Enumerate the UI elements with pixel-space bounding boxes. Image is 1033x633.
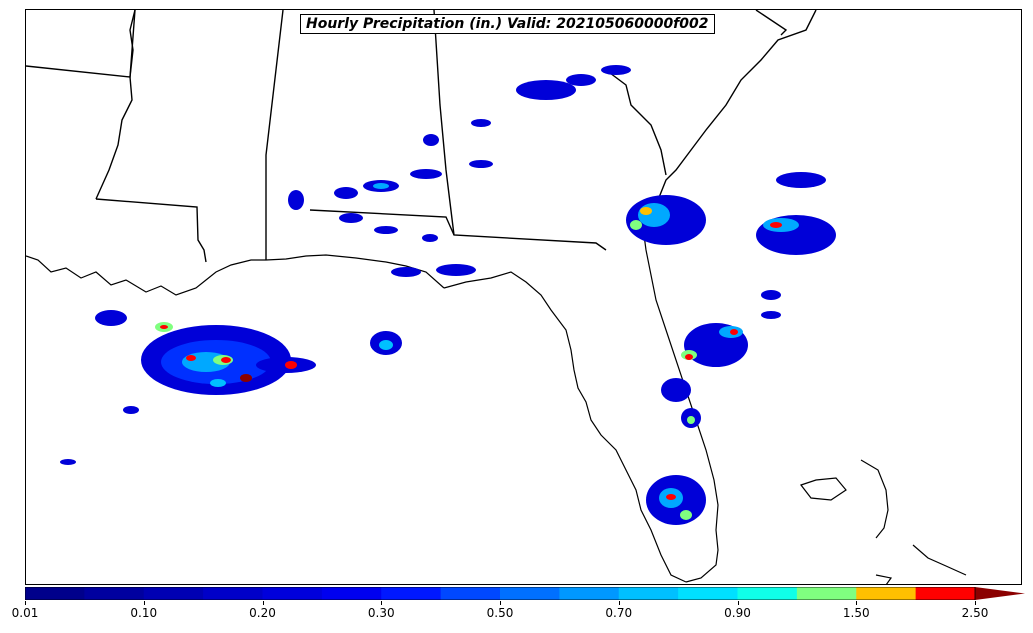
colorbar-tick-label: 0.30 [367, 606, 395, 620]
colorbar-tick [143, 601, 145, 605]
colorbar-tick [25, 601, 26, 605]
precipitation-cells [60, 65, 836, 525]
colorbar-segment [25, 587, 85, 600]
precipitation-map [26, 10, 967, 584]
colorbar-extend-arrow [975, 587, 1025, 600]
colorbar-tick-label: 0.50 [486, 606, 514, 620]
colorbar-segment [84, 587, 145, 600]
colorbar-segment [796, 587, 857, 600]
colorbar-frame [25, 587, 976, 600]
colorbar-tick [975, 601, 976, 605]
colorbar-segments [25, 587, 976, 600]
colorbar-tick-label: 0.10 [130, 606, 158, 620]
colorbar-tick-label: 0.90 [724, 606, 751, 620]
colorbar-segment [737, 587, 798, 600]
colorbar-tick-label: 1.50 [842, 606, 870, 620]
colorbar-segment [381, 587, 442, 600]
colorbar-segment [559, 587, 620, 600]
map-panel [25, 9, 1022, 585]
colorbar-segment [856, 587, 917, 600]
colorbar-segment [440, 587, 501, 600]
colorbar [25, 587, 1025, 600]
colorbar-segment [618, 587, 679, 600]
colorbar-tick [500, 601, 501, 605]
colorbar-tick [856, 601, 858, 605]
colorbar-segment [203, 587, 264, 600]
colorbar-tick-label: 0.20 [249, 606, 276, 620]
colorbar-tick-label: 0.70 [605, 606, 633, 620]
colorbar-segment [262, 587, 323, 600]
colorbar-tick [737, 601, 739, 605]
colorbar-tick-label: 0.01 [11, 606, 39, 620]
state-boundaries [26, 10, 817, 263]
colorbar-segment [915, 587, 976, 600]
colorbar-tick [262, 601, 264, 605]
coastlines [26, 234, 967, 584]
colorbar-segment [143, 587, 204, 600]
map-title: Hourly Precipitation (in.) Valid: 202105… [300, 14, 715, 34]
colorbar-segment [500, 587, 560, 600]
colorbar-tick [618, 601, 620, 605]
colorbar-tick-label: 2.50 [961, 606, 989, 620]
colorbar-segment [678, 587, 739, 600]
colorbar-tick [381, 601, 383, 605]
colorbar-segment [321, 587, 382, 600]
